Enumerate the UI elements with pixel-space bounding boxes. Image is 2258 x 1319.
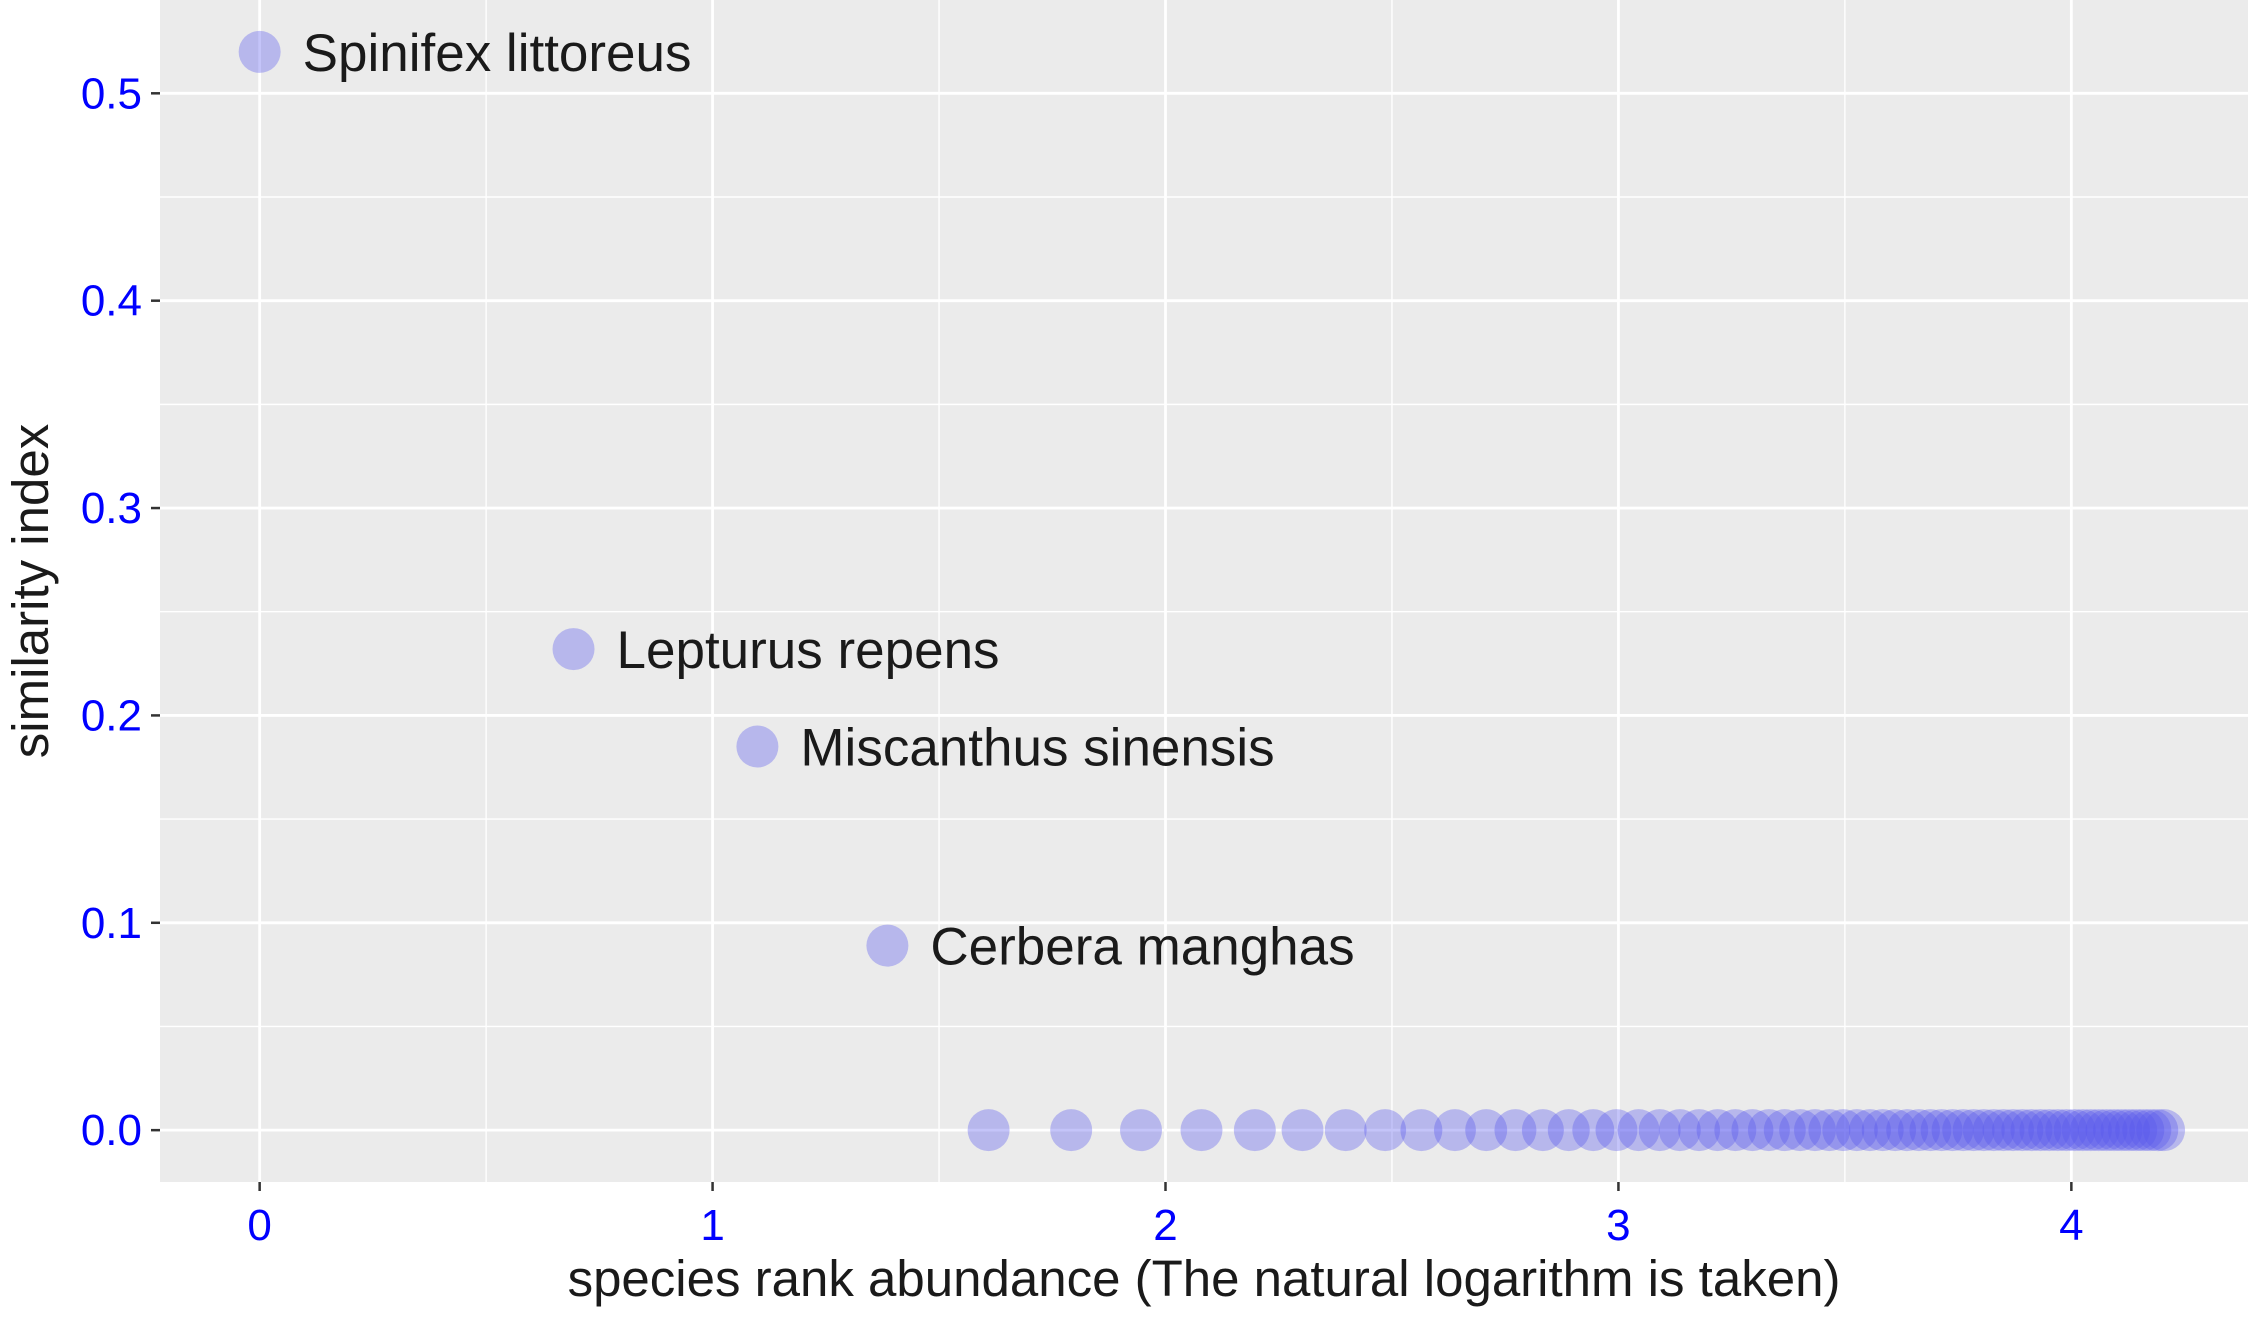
axis-ticks <box>151 92 2073 1191</box>
data-point <box>1763 1109 1806 1152</box>
point-label: Cerbera manghas <box>930 918 1354 977</box>
data-point <box>1465 1109 1508 1152</box>
data-point <box>1572 1109 1615 1152</box>
data-point <box>2093 1109 2136 1152</box>
data-point <box>1400 1109 1443 1152</box>
data-point <box>1547 1109 1590 1152</box>
y-axis-tick-labels: 0.0 0.1 0.2 0.3 0.4 0.5 <box>81 69 142 1155</box>
data-point <box>1696 1109 1739 1152</box>
data-point <box>866 924 909 967</box>
data-point <box>2077 1109 2120 1152</box>
data-point <box>2001 1109 2044 1152</box>
data-point <box>1638 1109 1681 1152</box>
data-point <box>1120 1109 1163 1152</box>
y-tick-label: 0.5 <box>81 69 142 118</box>
data-point <box>1678 1109 1721 1152</box>
data-point <box>1617 1109 1660 1152</box>
data-point <box>1942 1109 1985 1152</box>
data-point <box>1982 1109 2025 1152</box>
data-point <box>1180 1109 1223 1152</box>
data-point <box>2010 1109 2053 1152</box>
major-gridlines <box>160 0 2248 1182</box>
data-point <box>1897 1109 1940 1152</box>
data-point <box>2129 1109 2172 1152</box>
data-point <box>1793 1109 1836 1152</box>
y-tick-label: 0.1 <box>81 899 142 948</box>
data-point <box>1822 1109 1865 1152</box>
data-point <box>1494 1109 1537 1152</box>
panel-background <box>160 0 2248 1182</box>
y-tick-label: 0.4 <box>81 277 142 326</box>
x-tick-label: 0 <box>247 1201 271 1250</box>
x-tick-label: 4 <box>2059 1201 2083 1250</box>
data-point <box>1364 1109 1407 1152</box>
x-tick-label: 3 <box>1606 1201 1630 1250</box>
minor-gridlines <box>160 0 2248 1182</box>
data-point <box>1747 1109 1790 1152</box>
x-axis-title: species rank abundance (The natural loga… <box>568 1250 1841 1307</box>
data-point <box>2019 1109 2062 1152</box>
data-point <box>2122 1109 2165 1152</box>
data-point <box>1861 1109 1904 1152</box>
y-tick-label: 0.2 <box>81 691 142 740</box>
data-point <box>967 1109 1010 1152</box>
x-tick-label: 1 <box>700 1201 724 1250</box>
data-point <box>2069 1109 2112 1152</box>
data-point <box>1962 1109 2005 1152</box>
data-point <box>2143 1109 2186 1152</box>
data-point <box>2045 1109 2088 1152</box>
data-point <box>1909 1109 1952 1152</box>
data-point <box>1992 1109 2035 1152</box>
data-point <box>1952 1109 1995 1152</box>
data-point <box>1874 1109 1917 1152</box>
data-point <box>2115 1109 2158 1152</box>
data-point <box>1433 1109 1476 1152</box>
data-point <box>2085 1109 2128 1152</box>
data-point <box>2061 1109 2104 1152</box>
data-point <box>238 30 281 73</box>
point-label: Spinifex littoreus <box>303 24 692 83</box>
point-labels: Spinifex littoreus Lepturus repens Miscant… <box>303 24 1355 977</box>
y-axis-title: similarity index <box>2 424 59 758</box>
data-point <box>2053 1109 2096 1152</box>
data-point <box>2028 1109 2071 1152</box>
data-point <box>1835 1109 1878 1152</box>
data-point <box>1050 1109 1093 1152</box>
data-point <box>1731 1109 1774 1152</box>
data-point <box>1233 1109 1276 1152</box>
data-point <box>2036 1109 2079 1152</box>
data-point <box>1808 1109 1851 1152</box>
data-point <box>1779 1109 1822 1152</box>
data-point <box>1848 1109 1891 1152</box>
data-point <box>2136 1109 2179 1152</box>
y-tick-label: 0.0 <box>81 1106 142 1155</box>
x-axis-tick-labels: 0 1 2 3 4 <box>247 1201 2083 1250</box>
data-point <box>2100 1109 2143 1152</box>
data-point <box>1714 1109 1757 1152</box>
data-point <box>1972 1109 2015 1152</box>
point-label: Lepturus repens <box>617 621 1000 680</box>
data-point <box>2107 1109 2150 1152</box>
data-point <box>1931 1109 1974 1152</box>
data-point <box>1595 1109 1638 1152</box>
data-point <box>1521 1109 1564 1152</box>
data-point <box>1324 1109 1367 1152</box>
data-point <box>552 628 595 671</box>
point-label: Miscanthus sinensis <box>800 719 1274 778</box>
data-point <box>1281 1109 1324 1152</box>
x-tick-label: 2 <box>1153 1201 1177 1250</box>
data-point <box>736 725 779 768</box>
data-point <box>1886 1109 1929 1152</box>
data-points <box>238 30 2186 1152</box>
data-point <box>1658 1109 1701 1152</box>
data-point <box>1920 1109 1963 1152</box>
y-tick-label: 0.3 <box>81 484 142 533</box>
